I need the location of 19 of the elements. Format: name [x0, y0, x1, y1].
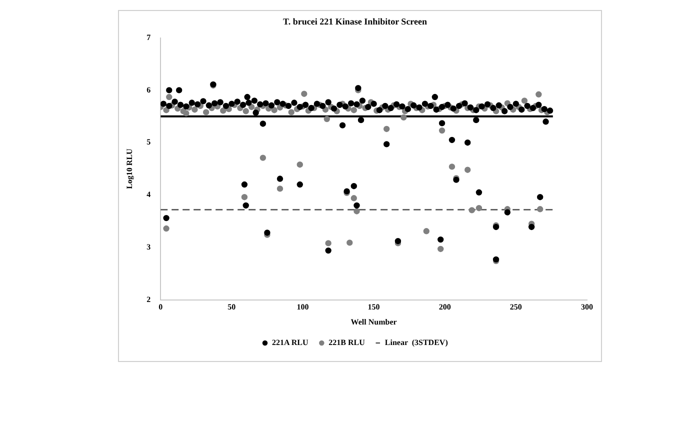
x-tick-label: 250 — [510, 302, 522, 312]
y-axis-title: Log10 RLU — [124, 148, 134, 189]
legend-label: Linear (3STDEV) — [384, 338, 448, 348]
y-tick-label: 2 — [146, 294, 151, 304]
y-tick-label: 7 — [146, 32, 151, 42]
x-tick-label: 150 — [368, 302, 380, 312]
x-tick-label: 300 — [581, 302, 593, 312]
x-tick-label: 200 — [438, 302, 451, 312]
x-tick-label: 0 — [158, 302, 163, 312]
y-tick-label: 5 — [146, 138, 151, 147]
legend-label: 221A RLU — [272, 338, 308, 348]
x-axis-title: Well Number — [350, 317, 398, 326]
y-tick-label: 4 — [146, 190, 151, 200]
legend-label: 221B RLU — [328, 338, 366, 348]
y-tick-label: 6 — [146, 85, 151, 94]
x-tick-label: 100 — [296, 302, 309, 312]
chart-title: T. brucei 221 Kinase Inhibitor Screen — [282, 16, 428, 27]
y-tick-label: 3 — [146, 242, 151, 252]
x-tick-label: 50 — [228, 302, 236, 312]
